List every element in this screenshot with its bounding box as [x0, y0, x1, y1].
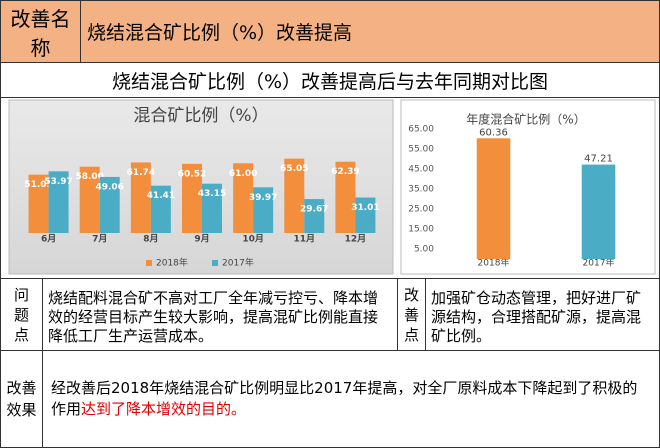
- effect-text: 经改善后2018年烧结混合矿比例明显比2017年提高，对全厂原料成本下降起到了积…: [51, 378, 651, 420]
- improvement-label: 改善点: [397, 278, 426, 351]
- y-tick-label: 5.00: [414, 245, 434, 255]
- legend-label: 2017年: [222, 257, 254, 269]
- y-tick-label: 35.00: [408, 185, 434, 195]
- bar: [99, 176, 120, 233]
- y-tick-label: 65.00: [408, 125, 434, 135]
- legend-swatch: [212, 260, 218, 266]
- bar: [202, 183, 222, 233]
- value-label: 29.67: [300, 205, 328, 215]
- bar: [48, 171, 69, 233]
- bar: [581, 164, 616, 259]
- x-tick-label: 12月: [345, 234, 367, 245]
- value-label: 62.39: [331, 167, 359, 177]
- name-title: 烧结混合矿比例（%）改善提高: [80, 0, 660, 63]
- effect-label: 改善效果: [0, 350, 43, 448]
- effect-text-main: 经改善后2018年烧结混合矿比例明显比2017年提高，对全厂原料成本下降起到了积…: [51, 379, 638, 418]
- value-label: 58.00: [75, 172, 103, 182]
- x-tick-label: 8月: [143, 234, 158, 245]
- y-tick-label: 25.00: [408, 205, 434, 215]
- improvement-text: 加强矿仓动态管理，把好进厂矿源结构，合理搭配矿源，提高混矿比例。: [425, 278, 660, 351]
- y-tick-label: 15.00: [408, 225, 434, 235]
- effect-body: 经改善后2018年烧结混合矿比例明显比2017年提高，对全厂原料成本下降起到了积…: [42, 350, 660, 448]
- problem-text: 烧结配料混合矿不高对工厂全年减亏控亏、降本增效的经营目标产生较大影响，提高混矿比…: [42, 278, 398, 351]
- legend-label: 2018年: [156, 257, 188, 269]
- legend-swatch: [146, 260, 152, 266]
- bar: [253, 187, 274, 233]
- value-label: 43.15: [198, 189, 226, 199]
- value-label: 61.74: [127, 168, 155, 178]
- x-tick-label: 2018年: [478, 257, 510, 269]
- x-tick-label: 9月: [194, 234, 209, 245]
- chart-title: 年度混合矿比例（%）: [466, 112, 585, 127]
- value-label: 60.52: [178, 169, 206, 179]
- value-label: 65.05: [280, 164, 308, 174]
- x-tick-label: 2017年: [583, 257, 615, 269]
- bar: [130, 162, 151, 233]
- value-label: 61.00: [229, 169, 257, 179]
- problem-label: 问题点: [0, 278, 43, 351]
- value-label: 47.21: [584, 154, 613, 165]
- bar: [182, 163, 202, 233]
- bar: [304, 199, 325, 233]
- x-tick-label: 6月: [41, 234, 56, 245]
- bar: [79, 166, 100, 233]
- bar: [355, 197, 376, 233]
- name-label: 改善名称: [0, 0, 81, 63]
- value-label: 51.05: [24, 180, 52, 190]
- y-tick-label: 45.00: [408, 165, 434, 175]
- chart-row: 混合矿比例（%） 6月 51.05 53.97 7月 58.00 49.06 8月 61.74 4…: [0, 97, 660, 279]
- value-label: 53.97: [44, 177, 72, 187]
- y-tick-label: 55.00: [408, 145, 434, 155]
- bar: [284, 158, 305, 233]
- bar: [335, 161, 356, 233]
- bar: [233, 163, 254, 233]
- bar: [150, 185, 171, 233]
- x-tick-label: 11月: [294, 234, 316, 245]
- x-tick-label: 7月: [92, 234, 107, 245]
- value-label: 60.36: [479, 127, 508, 138]
- chart-title: 混合矿比例（%）: [133, 106, 268, 126]
- bar: [476, 138, 511, 259]
- value-label: 31.01: [351, 203, 379, 213]
- value-label: 49.06: [95, 182, 123, 192]
- bar: [28, 174, 49, 233]
- effect-highlight: 达到了降本增效的目的。: [81, 400, 247, 418]
- value-label: 39.97: [249, 193, 277, 203]
- comparison-title: 烧结混合矿比例（%）改善提高后与去年同期对比图: [0, 62, 660, 98]
- value-label: 41.41: [147, 191, 175, 201]
- x-tick-label: 10月: [242, 234, 264, 245]
